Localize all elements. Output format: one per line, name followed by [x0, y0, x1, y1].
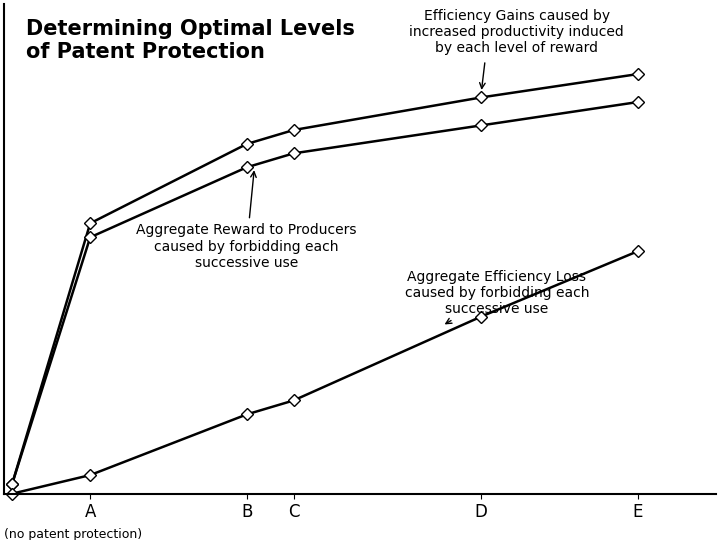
Text: Aggregate Reward to Producers
caused by forbidding each
successive use: Aggregate Reward to Producers caused by …: [136, 172, 357, 269]
Text: Aggregate Efficiency Loss
caused by forbidding each
successive use: Aggregate Efficiency Loss caused by forb…: [405, 270, 589, 323]
Text: (no patent protection): (no patent protection): [4, 528, 143, 540]
Text: Determining Optimal Levels
of Patent Protection: Determining Optimal Levels of Patent Pro…: [25, 19, 354, 62]
Text: Efficiency Gains caused by
increased productivity induced
by each level of rewar: Efficiency Gains caused by increased pro…: [409, 9, 624, 56]
